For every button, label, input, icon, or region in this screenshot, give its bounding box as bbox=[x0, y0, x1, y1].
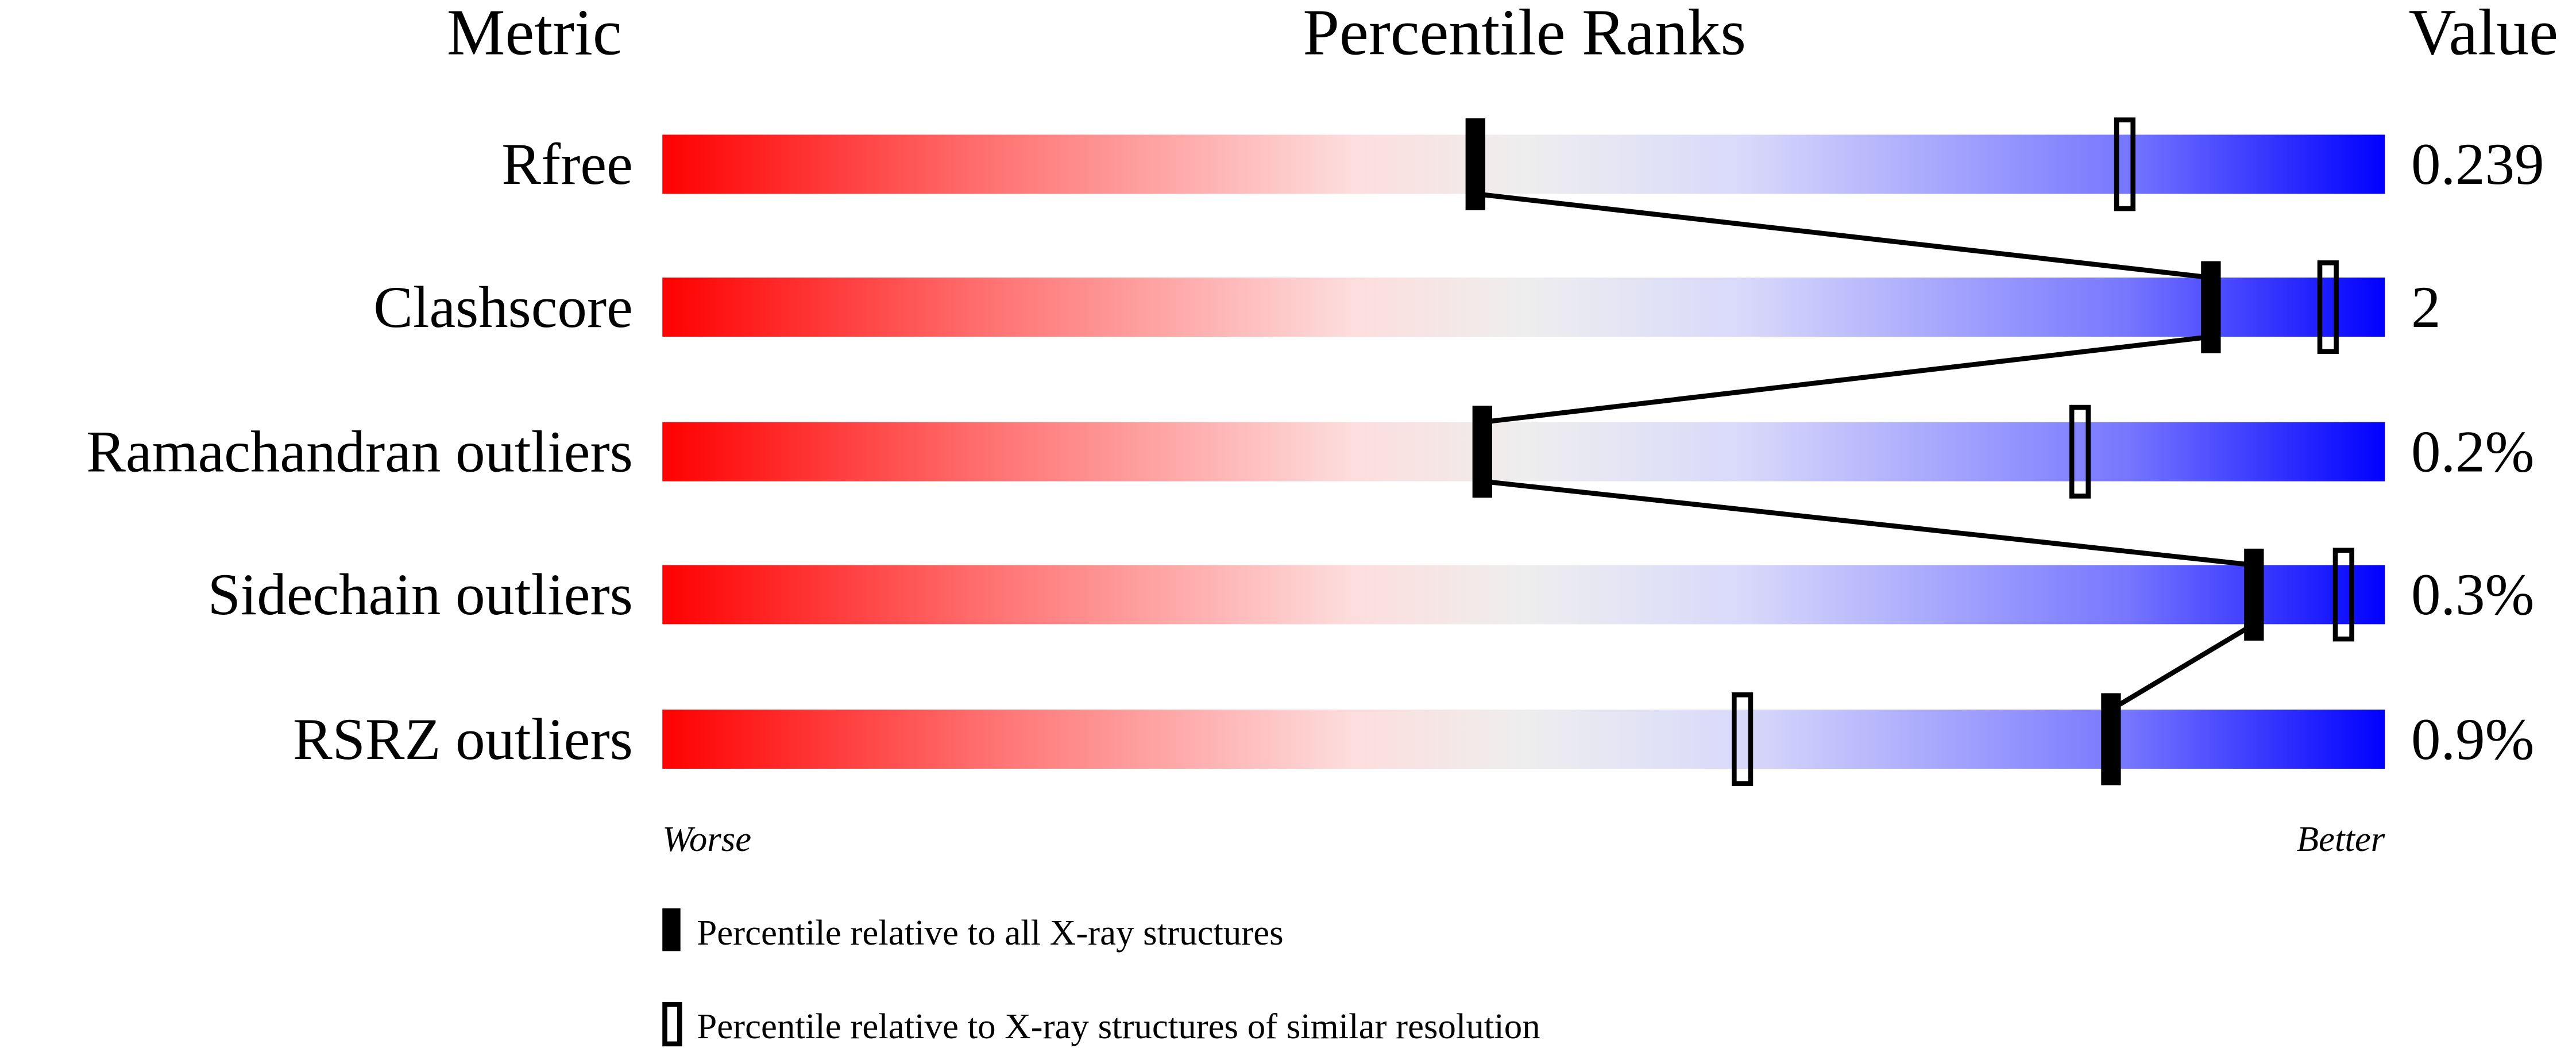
all-structures-marker bbox=[1472, 406, 1492, 498]
connector-line bbox=[1475, 191, 2211, 280]
metric-value: 0.2% bbox=[2411, 419, 2534, 485]
connector-line bbox=[1482, 334, 2211, 425]
percentile-bar bbox=[662, 422, 2385, 481]
connector-lines bbox=[1475, 191, 2256, 712]
all-structures-marker bbox=[1465, 118, 1485, 210]
axis-label-better: Better bbox=[2297, 819, 2385, 859]
similar-resolution-marker bbox=[1732, 692, 1754, 786]
header-value: Value bbox=[2409, 0, 2558, 68]
metric-label: Sidechain outliers bbox=[208, 562, 633, 627]
percentile-bar bbox=[662, 134, 2385, 194]
metric-label: RSRZ outliers bbox=[293, 707, 633, 772]
legend-filled-marker bbox=[662, 908, 681, 951]
similar-resolution-marker bbox=[2317, 260, 2339, 355]
metric-label: Clashscore bbox=[373, 275, 633, 340]
percentile-bar bbox=[662, 565, 2385, 625]
metric-rows: Rfree 0.239 Clashscore 2 Ramachandran outlie… bbox=[86, 132, 2544, 772]
connector-line bbox=[2110, 622, 2256, 712]
metric-label: Rfree bbox=[501, 132, 633, 197]
all-structures-marker bbox=[2244, 548, 2264, 641]
metric-value: 0.9% bbox=[2411, 707, 2534, 772]
percentile-bar bbox=[662, 710, 2385, 769]
legend-open-marker bbox=[662, 1001, 682, 1047]
similar-resolution-marker bbox=[2332, 548, 2354, 642]
metric-value: 2 bbox=[2411, 275, 2440, 340]
legend-open-label: Percentile relative to X-ray structures … bbox=[697, 1006, 1540, 1046]
all-structures-marker bbox=[2101, 693, 2121, 785]
legend-filled-label: Percentile relative to all X-ray structu… bbox=[697, 912, 1283, 953]
header-metric: Metric bbox=[447, 0, 622, 68]
metric-value: 0.3% bbox=[2411, 562, 2534, 627]
connector-line bbox=[1482, 479, 2254, 568]
percentile-markers bbox=[1465, 117, 2354, 786]
metric-label: Ramachandran outliers bbox=[86, 419, 633, 485]
similar-resolution-marker bbox=[2069, 404, 2091, 499]
axis-label-worse: Worse bbox=[662, 819, 751, 859]
header-percentile-ranks: Percentile Ranks bbox=[1303, 0, 1746, 68]
similar-resolution-marker bbox=[2114, 117, 2135, 211]
all-structures-marker bbox=[2201, 261, 2221, 353]
percentile-bar bbox=[662, 278, 2385, 337]
metric-value: 0.239 bbox=[2411, 132, 2544, 197]
